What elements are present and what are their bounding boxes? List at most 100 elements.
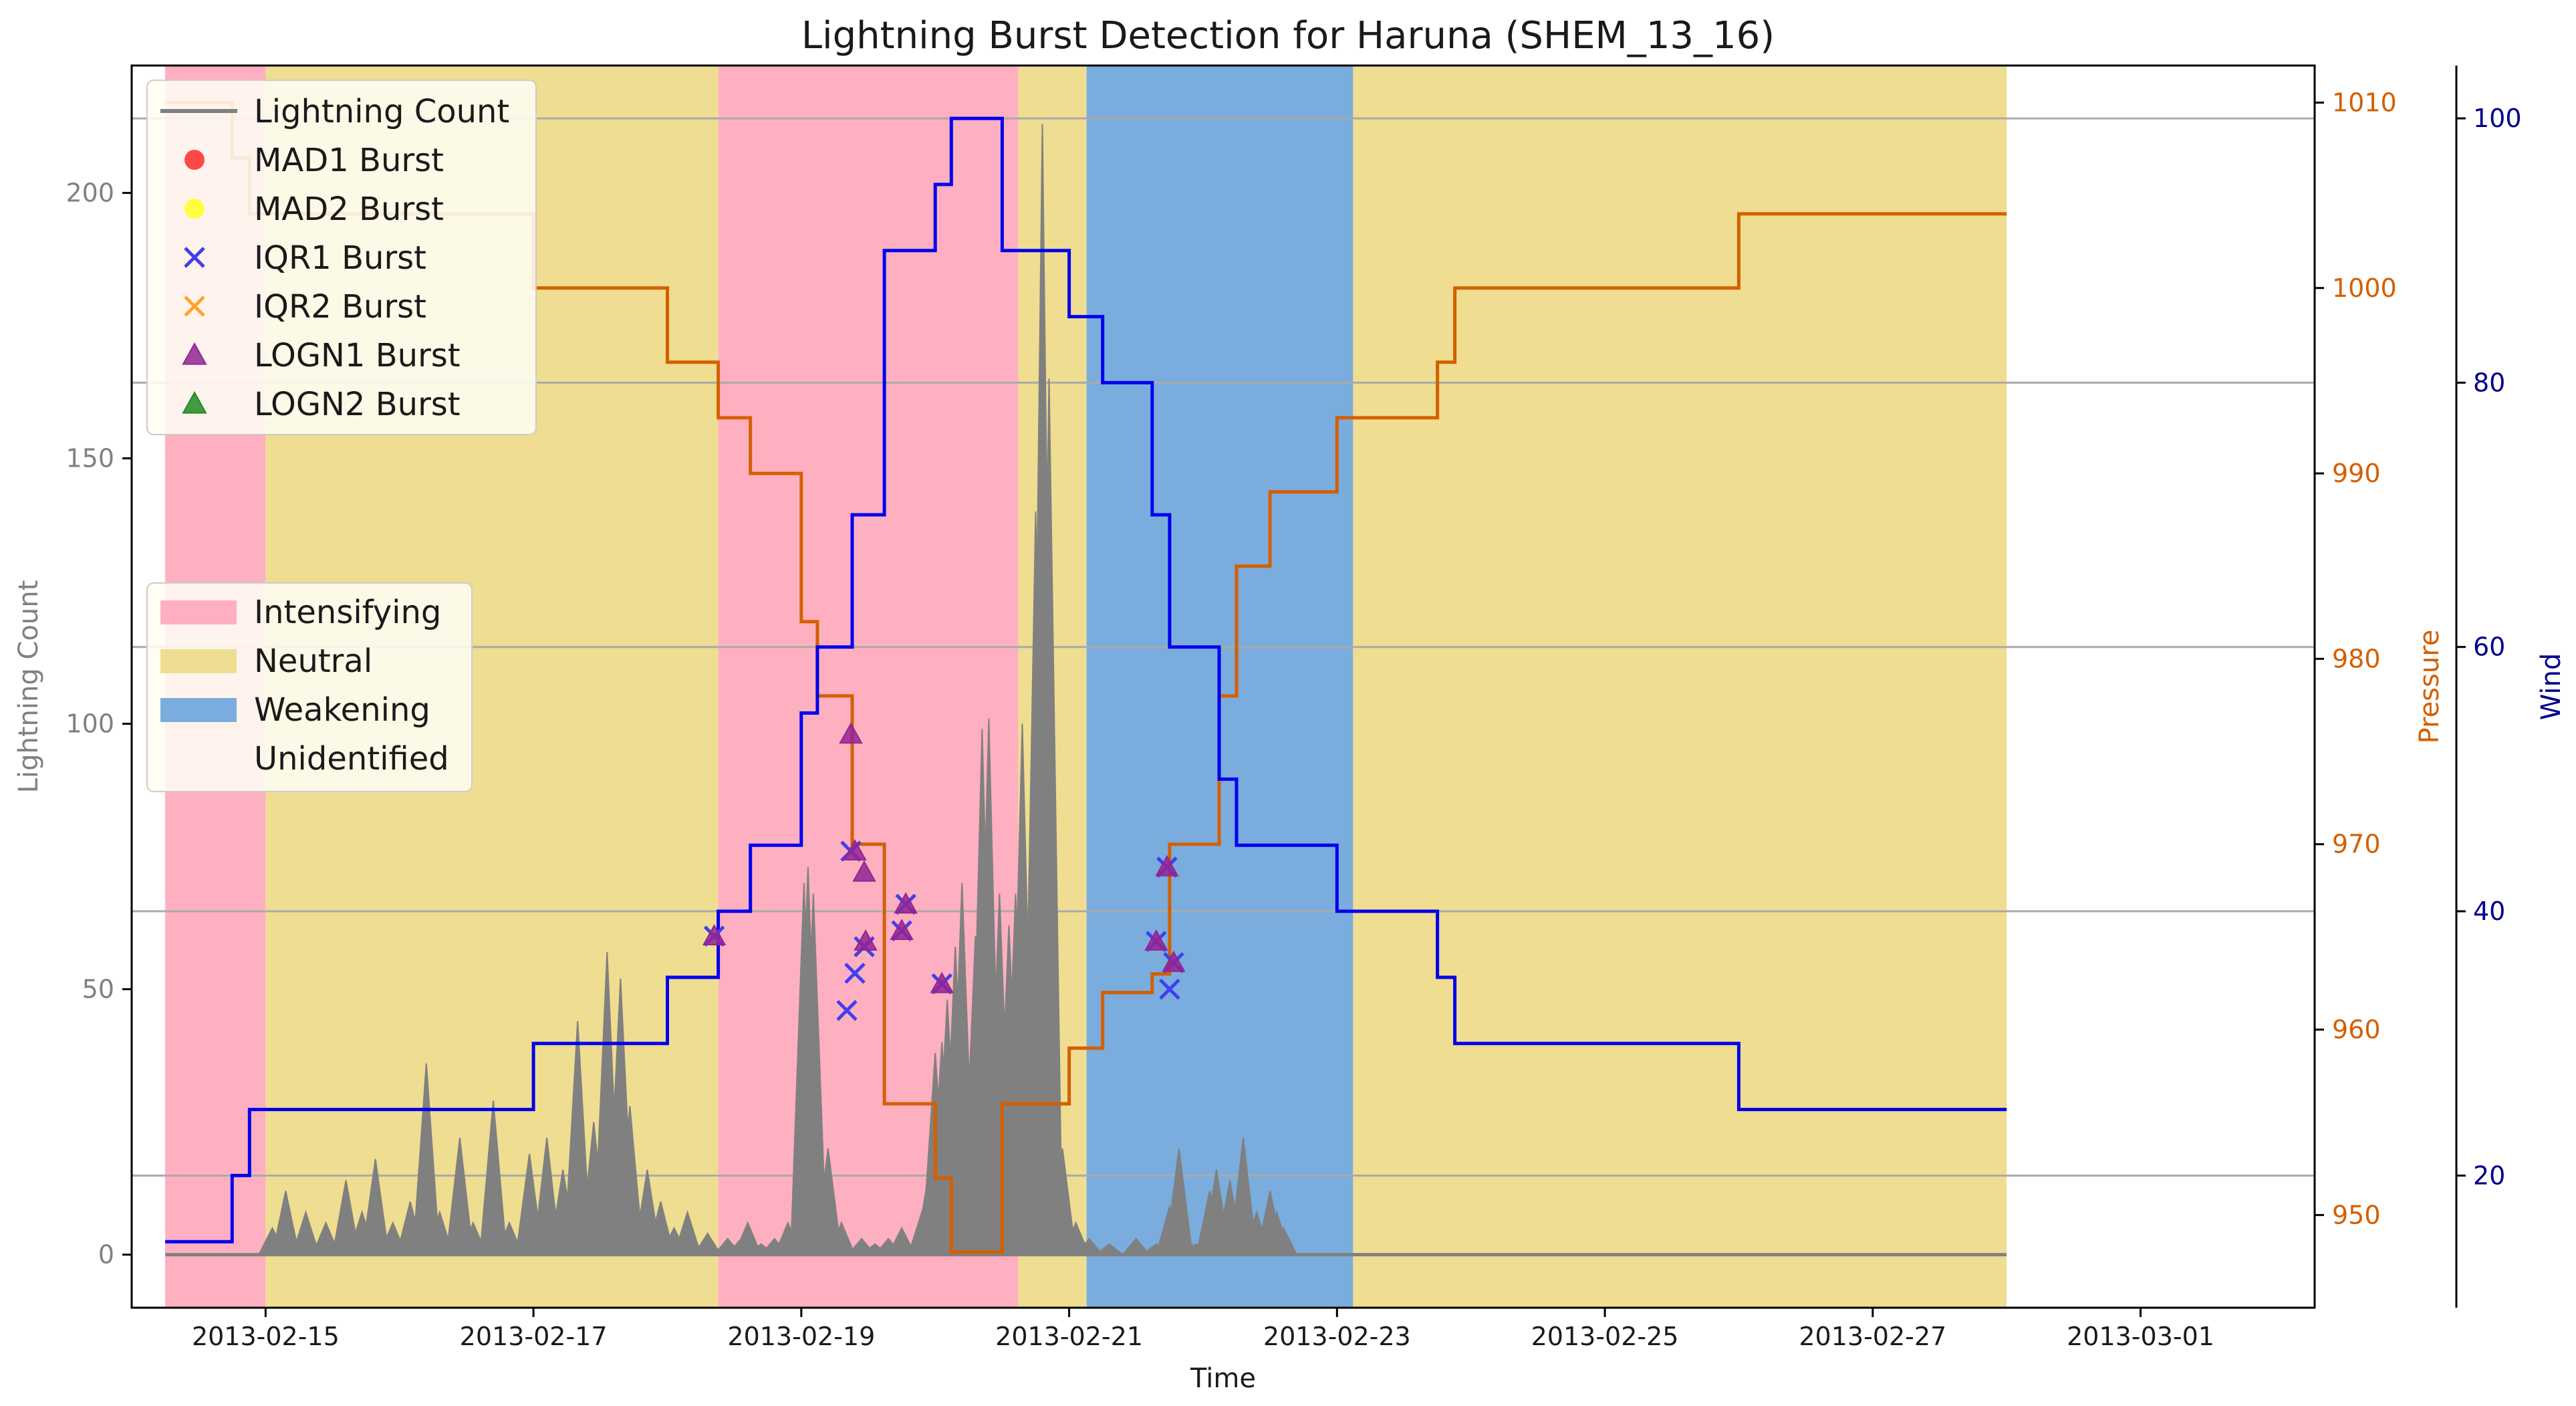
burst-markers <box>702 722 1186 1022</box>
x-tick-label-0: 2013-02-15 <box>192 1322 340 1351</box>
lightning-peak-66 <box>1121 1238 1151 1256</box>
legend-swatch-iqr2-burst <box>184 296 205 317</box>
pressure-tick-label-0: 950 <box>2332 1200 2381 1229</box>
logn1-burst-6 <box>894 892 918 914</box>
pressure-series <box>165 101 2007 1254</box>
legend-swatch-iqr1-burst <box>184 247 205 268</box>
legend-label-iqr2-burst: IQR2 Burst <box>254 288 426 326</box>
pressure-tick-label-4: 990 <box>2332 459 2381 488</box>
y-tick-label-2: 100 <box>66 709 114 739</box>
phase-band-neutral-5 <box>1353 66 2007 1308</box>
x-tick-label-3: 2013-02-21 <box>995 1322 1143 1351</box>
x-tick-label-1: 2013-02-17 <box>460 1322 608 1351</box>
lightning-peak-6 <box>361 1159 390 1256</box>
x-tick-label-6: 2013-02-27 <box>1799 1322 1946 1351</box>
legend-label-lightning-count: Lightning Count <box>254 93 509 130</box>
wind-tick-label-1: 40 <box>2473 897 2505 926</box>
pressure-tick-label-1: 960 <box>2332 1015 2381 1044</box>
logn1-burst-2 <box>843 839 867 860</box>
x-tick-label-2: 2013-02-19 <box>727 1322 875 1351</box>
legend-label-neutral: Neutral <box>254 642 372 680</box>
plot-frame <box>130 64 2316 1309</box>
legend-swatch-intensifying <box>160 600 237 624</box>
legend-swatch-logn1-burst <box>182 342 207 365</box>
lightning-peak-26 <box>673 1209 702 1256</box>
wind-series <box>165 116 2007 1244</box>
logn1-burst-1 <box>839 722 863 744</box>
iqr1-burst-10 <box>1159 978 1180 1000</box>
lightning-count-series <box>165 124 2007 1257</box>
pressure-tick-label-3: 980 <box>2332 644 2381 673</box>
pressure-tick-label-2: 970 <box>2332 830 2381 859</box>
legend-series: Lightning Count MAD1 Burst MAD2 Burst IQR1 … <box>146 80 537 435</box>
chart-title: Lightning Burst Detection for Haruna (SH… <box>801 14 1775 57</box>
pressure-axis: 950 960 970 980 990 1000 1010 <box>2315 88 2397 1229</box>
lightning-peak-65 <box>1093 1243 1125 1256</box>
legend-swatch-mad2-burst <box>184 199 205 219</box>
lightning-peak-39 <box>827 1221 856 1256</box>
y-tick-label-1: 50 <box>82 975 114 1004</box>
logn1-burst-8 <box>1144 929 1168 951</box>
legend-swatch-mad1-burst <box>184 150 205 170</box>
lightning-peak-14 <box>495 1221 524 1256</box>
x-tick-label-5: 2013-02-25 <box>1531 1322 1679 1351</box>
x-tick-label-7: 2013-03-01 <box>2067 1322 2214 1351</box>
legend-label-iqr1-burst: IQR1 Burst <box>254 239 426 277</box>
lightning-peak-12 <box>459 1221 488 1256</box>
legend-label-intensifying: Intensifying <box>254 594 441 631</box>
lightning-peak-22 <box>616 1106 644 1256</box>
lightning-peak-79 <box>1269 1226 1298 1256</box>
wind-tick-label-4: 100 <box>2473 104 2522 133</box>
wind-tick-label-0: 20 <box>2473 1161 2505 1190</box>
x-tick-label-4: 2013-02-23 <box>1263 1322 1411 1351</box>
wind-axis-label: Wind <box>2536 653 2567 721</box>
legend-phases: Intensifying Neutral Weakening Unidentified <box>146 582 473 792</box>
legend-phases-box <box>146 582 473 792</box>
legend-label-mad2-burst: MAD2 Burst <box>254 191 444 228</box>
wind-line <box>165 116 2007 1244</box>
logn1-burst-0 <box>702 924 727 945</box>
lightning-peak-2 <box>291 1209 320 1256</box>
legend-label-logn1-burst: LOGN1 Burst <box>254 337 461 374</box>
pressure-tick-label-5: 1000 <box>2332 273 2397 303</box>
iqr1-burst-3 <box>844 963 866 984</box>
lightning-peak-13 <box>479 1100 508 1256</box>
lightning-peak-18 <box>563 1021 592 1256</box>
lightning-peak-3 <box>311 1221 341 1256</box>
iqr1-burst-2 <box>836 1000 858 1022</box>
pressure-tick-label-6: 1010 <box>2332 88 2397 117</box>
legend-swatch-logn2-burst <box>182 390 207 414</box>
lightning-peak-4 <box>332 1180 360 1256</box>
wind-axis: 20 40 60 80 100 <box>2455 66 2522 1308</box>
lightning-peak-1 <box>271 1191 300 1256</box>
x-axis-label: Time <box>1190 1363 1256 1394</box>
legend-swatch-weakening <box>160 698 237 722</box>
lightning-peak-10 <box>425 1209 455 1256</box>
logn1-burst-9 <box>1155 854 1179 876</box>
logn1-burst-4 <box>854 929 878 951</box>
lightning-peak-37 <box>799 893 827 1256</box>
lightning-count-axis: 0 50 100 150 200 <box>66 179 132 1270</box>
pressure-axis-label: Pressure <box>2414 630 2445 744</box>
x-axis: 2013-02-15 2013-02-17 2013-02-19 2013-02-21… <box>192 1308 2214 1351</box>
logn1-burst-5 <box>890 919 914 941</box>
wind-tick-label-2: 60 <box>2473 632 2505 662</box>
legend-swatch-neutral <box>160 649 237 673</box>
logn1-burst-3 <box>852 860 876 882</box>
legend-label-mad1-burst: MAD1 Burst <box>254 142 444 179</box>
y-tick-label-4: 200 <box>66 179 114 208</box>
logn1-burst-7 <box>930 971 954 993</box>
legend-label-logn2-burst: LOGN2 Burst <box>254 386 461 423</box>
legend-series-box <box>146 80 537 435</box>
y-tick-label-3: 150 <box>66 444 114 473</box>
legend-label-unidentified: Unidentified <box>254 740 449 778</box>
y-tick-label-0: 0 <box>98 1240 114 1270</box>
wind-tick-label-3: 80 <box>2473 368 2505 397</box>
lightning-axis-label: Lightning Count <box>13 580 44 794</box>
lightning-peak-64 <box>1074 1238 1104 1256</box>
pressure-line <box>165 101 2007 1254</box>
lightning-peak-27 <box>692 1232 723 1256</box>
logn1-burst-10 <box>1162 950 1186 972</box>
legend-label-weakening: Weakening <box>254 691 430 729</box>
